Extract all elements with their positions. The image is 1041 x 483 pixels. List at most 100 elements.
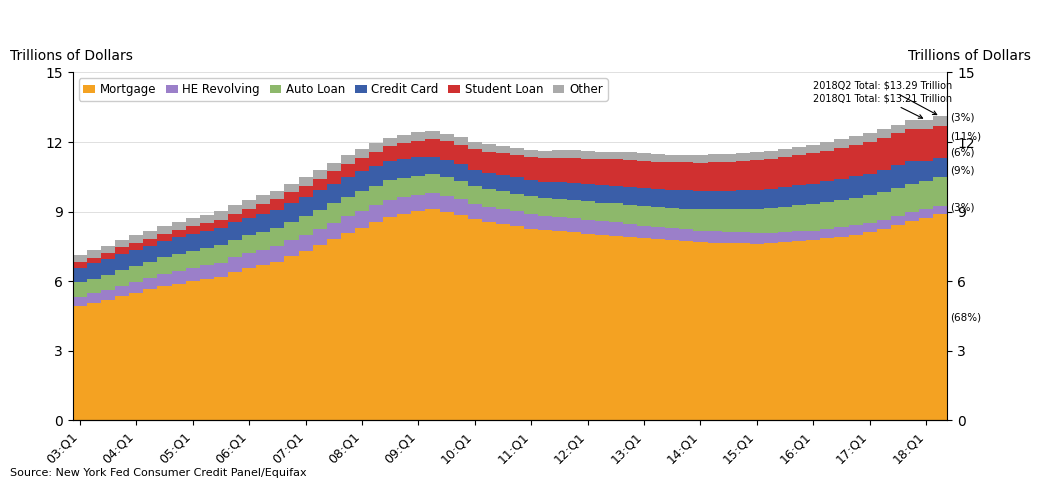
- Text: 2018Q2 Total: $13.29 Trillion: 2018Q2 Total: $13.29 Trillion: [813, 81, 953, 114]
- Bar: [553, 158, 566, 183]
- Bar: [594, 202, 609, 221]
- Bar: [820, 151, 835, 182]
- Bar: [411, 141, 426, 157]
- Bar: [426, 174, 439, 193]
- Bar: [721, 162, 736, 191]
- Text: (6%): (6%): [950, 147, 974, 157]
- Bar: [439, 142, 454, 160]
- Bar: [426, 131, 439, 139]
- Bar: [736, 209, 750, 232]
- Bar: [116, 240, 129, 247]
- Bar: [566, 158, 581, 183]
- Bar: [467, 219, 482, 420]
- Bar: [848, 235, 863, 420]
- Bar: [510, 194, 525, 212]
- Bar: [905, 161, 919, 184]
- Bar: [651, 240, 665, 420]
- Bar: [228, 257, 243, 272]
- Bar: [185, 251, 200, 268]
- Bar: [581, 234, 594, 420]
- Bar: [327, 240, 340, 420]
- Bar: [327, 203, 340, 223]
- Bar: [693, 163, 708, 191]
- Bar: [454, 215, 467, 420]
- Text: (11%): (11%): [950, 131, 982, 141]
- Bar: [185, 268, 200, 281]
- Bar: [877, 192, 891, 220]
- Bar: [411, 132, 426, 141]
- Bar: [172, 230, 185, 237]
- Bar: [398, 198, 411, 214]
- Bar: [73, 255, 87, 262]
- Bar: [439, 177, 454, 196]
- Bar: [411, 176, 426, 195]
- Bar: [101, 275, 116, 290]
- Bar: [637, 188, 651, 206]
- Bar: [877, 220, 891, 229]
- Bar: [877, 229, 891, 420]
- Bar: [581, 185, 594, 201]
- Bar: [623, 159, 637, 187]
- Bar: [581, 201, 594, 220]
- Bar: [271, 191, 284, 199]
- Bar: [370, 222, 383, 420]
- Bar: [848, 136, 863, 145]
- Bar: [271, 199, 284, 210]
- Bar: [228, 223, 243, 240]
- Bar: [820, 182, 835, 202]
- Bar: [256, 232, 271, 250]
- Bar: [411, 195, 426, 211]
- Bar: [256, 214, 271, 232]
- Bar: [792, 147, 807, 155]
- Bar: [299, 216, 312, 235]
- Bar: [256, 250, 271, 265]
- Bar: [919, 181, 933, 209]
- Bar: [200, 231, 213, 248]
- Bar: [891, 188, 905, 216]
- Bar: [185, 227, 200, 234]
- Bar: [553, 231, 566, 420]
- Bar: [157, 226, 172, 234]
- Bar: [609, 186, 623, 203]
- Text: (3%): (3%): [950, 202, 974, 213]
- Text: Source: New York Fed Consumer Credit Panel/Equifax: Source: New York Fed Consumer Credit Pan…: [10, 468, 307, 478]
- Bar: [764, 243, 778, 420]
- Bar: [299, 186, 312, 197]
- Bar: [496, 175, 510, 191]
- Bar: [693, 155, 708, 163]
- Bar: [496, 209, 510, 224]
- Bar: [778, 157, 792, 187]
- Bar: [172, 255, 185, 271]
- Bar: [284, 203, 299, 222]
- Bar: [200, 248, 213, 265]
- Bar: [637, 226, 651, 238]
- Bar: [327, 163, 340, 171]
- Bar: [256, 204, 271, 214]
- Bar: [299, 235, 312, 251]
- Bar: [623, 237, 637, 420]
- Bar: [101, 246, 116, 253]
- Bar: [933, 116, 947, 126]
- Bar: [213, 212, 228, 220]
- Bar: [144, 231, 157, 239]
- Bar: [525, 157, 538, 180]
- Bar: [271, 210, 284, 228]
- Bar: [398, 178, 411, 198]
- Text: (3%): (3%): [950, 113, 974, 123]
- Bar: [284, 184, 299, 192]
- Bar: [538, 198, 553, 216]
- Bar: [411, 157, 426, 176]
- Bar: [525, 196, 538, 214]
- Bar: [693, 209, 708, 230]
- Bar: [129, 282, 144, 293]
- Bar: [243, 209, 256, 218]
- Bar: [623, 205, 637, 224]
- Bar: [933, 177, 947, 206]
- Bar: [933, 206, 947, 214]
- Bar: [778, 207, 792, 232]
- Bar: [651, 189, 665, 207]
- Bar: [708, 154, 721, 162]
- Bar: [553, 183, 566, 199]
- Bar: [439, 134, 454, 142]
- Bar: [87, 250, 101, 258]
